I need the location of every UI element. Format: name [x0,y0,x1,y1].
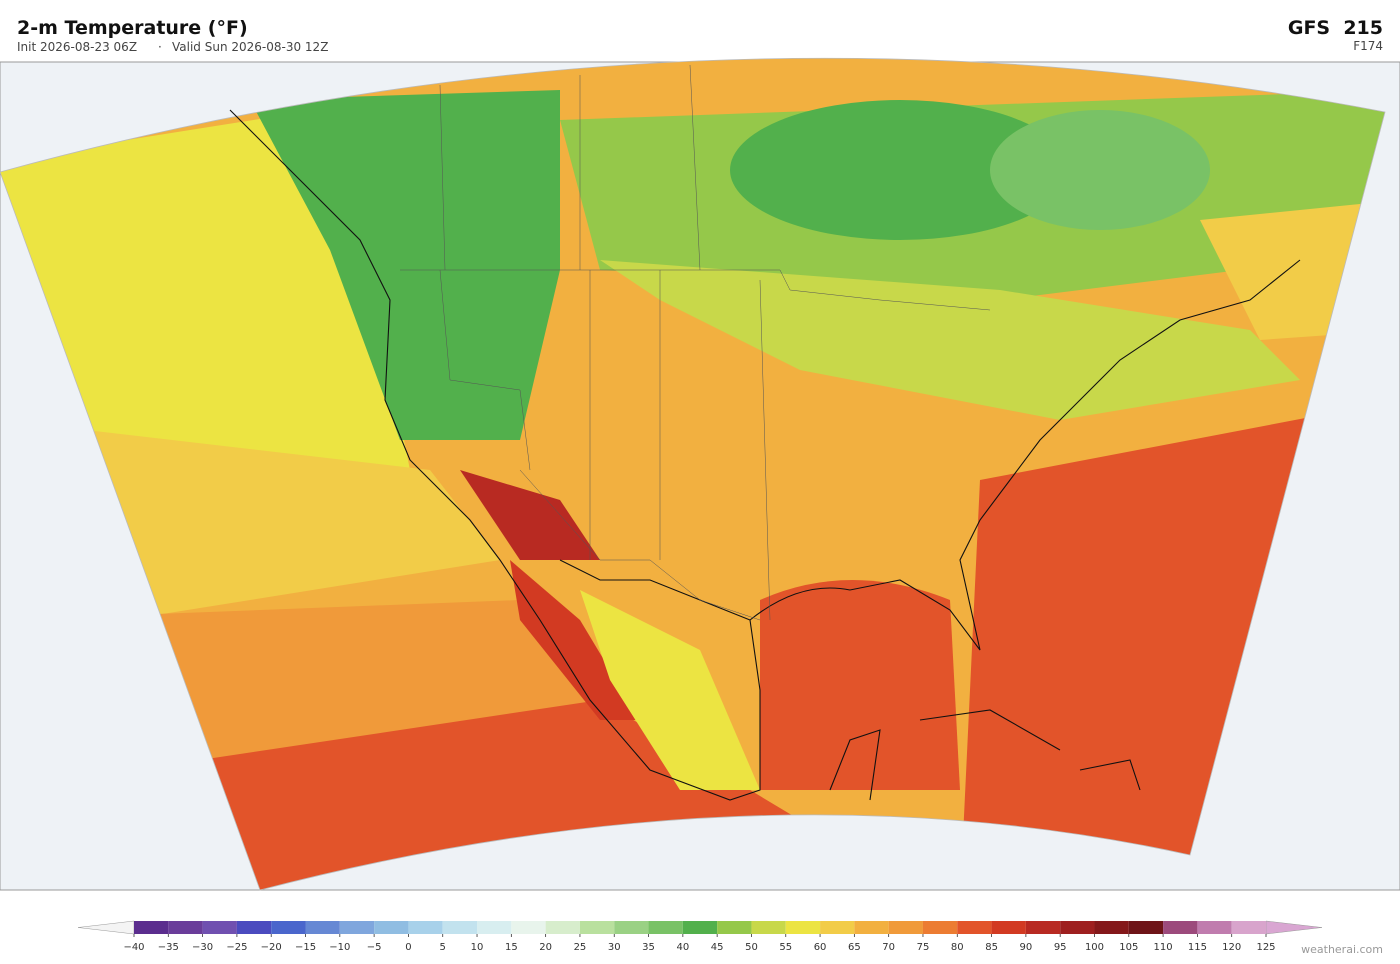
colorbar-tick-label: −5 [367,942,382,953]
valid-time: Valid Sun 2026-08-30 12Z [172,40,328,54]
colorbar-bin [374,921,409,934]
colorbar-tick-label: −35 [158,942,179,953]
colorbar-bin [236,921,272,934]
colorbar-tick-label: 0 [405,942,411,953]
credit: weatherai.com [1301,943,1383,956]
colorbar-bin [408,921,443,934]
colorbar-bin [339,921,375,934]
colorbar-bin [477,921,512,934]
colorbar-tick-label: 55 [779,942,792,953]
colorbar-tick-label: 5 [440,942,446,953]
colorbar-bin [957,921,992,934]
colorbar-tick-label: 25 [574,942,587,953]
colorbar-tick-label: 115 [1188,942,1207,953]
colorbar-tick-label: 80 [951,942,964,953]
colorbar-bin [134,921,169,934]
colorbar-bin [1163,921,1198,934]
colorbar-tick-label: 100 [1085,942,1104,953]
colorbar-bin [991,921,1026,934]
colorbar-bin [854,921,889,934]
colorbar-tick-label: 50 [745,942,758,953]
colorbar-bin [545,921,580,934]
colorbar-bin [1060,921,1095,934]
separator: · [158,40,162,54]
colorbar-tick-label: 10 [471,942,484,953]
colorbar-tick-label: 20 [539,942,552,953]
colorbar-tick-label: 85 [985,942,998,953]
colorbar-tick-label: 95 [1054,942,1067,953]
colorbar-bin [168,921,203,934]
colorbar-tick-label: 105 [1119,942,1138,953]
borders [400,64,991,621]
map [0,57,1400,891]
colorbar-tick-label: 90 [1020,942,1033,953]
colorbar-tick-label: 75 [917,942,930,953]
colorbar-bin [888,921,923,934]
colorbar-bin [579,921,615,934]
colorbar-bin [1025,921,1061,934]
forecast-hour: F174 [1353,39,1383,53]
model: GFS 215 [1288,17,1383,39]
colorbar-tick-label: 45 [711,942,724,953]
colorbar-tick-label: −10 [329,942,350,953]
colorbar-under [77,920,135,935]
colorbar-bin [202,921,237,934]
colorbar-tick-label: 65 [848,942,861,953]
colorbar-tick-label: −40 [123,942,144,953]
colorbar: −40 −35 −30 −25 −20 −15 −10 −5 0 5 10 15 20 25 30 35 40 4… [77,920,1323,953]
colorbar-tick-label: −25 [226,942,247,953]
colorbar-bin [648,921,683,934]
colorbar-bin [1128,921,1164,934]
colorbar-tick-label: 110 [1154,942,1173,953]
colorbar-bin [820,921,855,934]
colorbar-tick-label: −30 [192,942,213,953]
colorbar-bin [1231,921,1266,934]
init-time: Init 2026-08-23 06Z [17,40,137,54]
colorbar-bin [511,921,546,934]
colorbar-tick-label: −20 [261,942,282,953]
colorbar-tick-label: −15 [295,942,316,953]
colorbar-bin [922,921,958,934]
colorbar-bin [614,921,649,934]
colorbar-bin [271,921,306,934]
colorbar-tick-label: 15 [505,942,518,953]
colorbar-bin [442,921,478,934]
colorbar-tick-label: 30 [608,942,621,953]
title: 2-m Temperature (°F) [17,17,248,39]
colorbar-bin [682,921,718,934]
colorbar-bin [785,921,821,934]
colorbar-tick-label: 125 [1256,942,1275,953]
colorbar-bin [1094,921,1129,934]
colorbar-tick-label: 40 [676,942,689,953]
colorbar-bin [717,921,752,934]
colorbar-bin [751,921,786,934]
colorbar-tick-label: 70 [882,942,895,953]
colorbar-bin [1197,921,1232,934]
colorbar-over [1265,920,1323,935]
colorbar-tick-label: 120 [1222,942,1241,953]
colorbar-tick-label: 35 [642,942,655,953]
colorbar-tick-label: 60 [814,942,827,953]
colorbar-bin [305,921,340,934]
